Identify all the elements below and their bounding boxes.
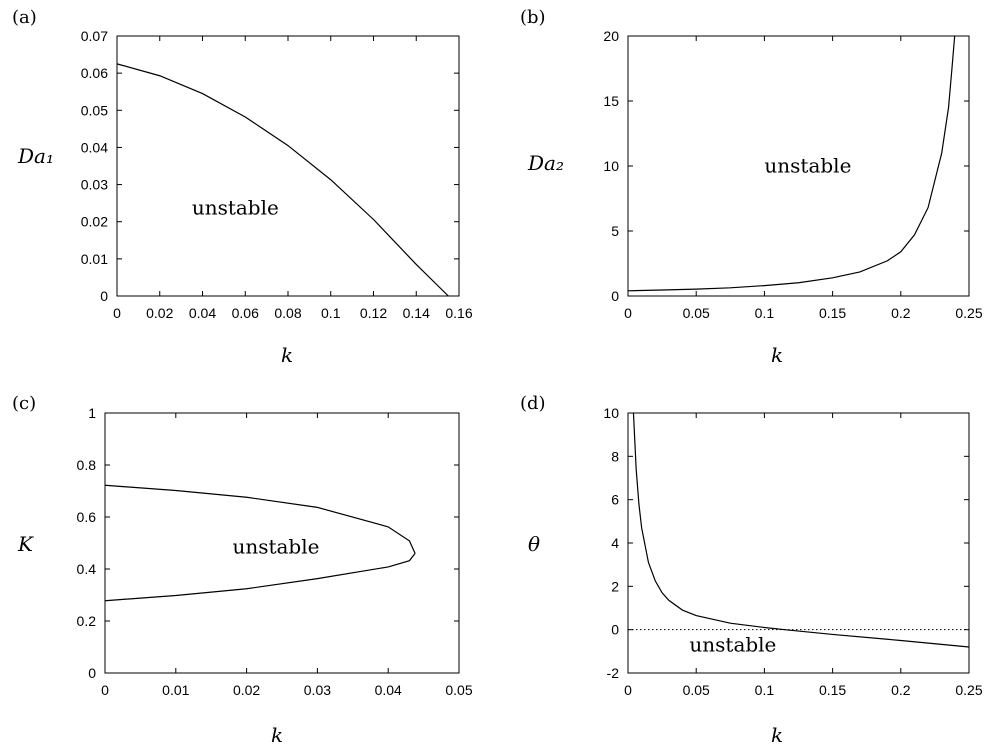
y-tick-label: 8 bbox=[611, 448, 619, 464]
x-tick-label: 0 bbox=[113, 305, 121, 321]
y-tick-label: 0.2 bbox=[77, 613, 97, 629]
x-tick-label: 0.1 bbox=[755, 305, 775, 321]
x-tick-label: 0.04 bbox=[375, 682, 402, 698]
x-tick-label: 0.25 bbox=[955, 305, 982, 321]
y-tick-label: 0 bbox=[611, 288, 619, 304]
y-axis-label: K bbox=[17, 532, 34, 556]
y-tick-label: 0.03 bbox=[81, 177, 108, 193]
y-tick-label: -2 bbox=[607, 665, 620, 681]
series-line bbox=[104, 553, 416, 602]
x-axis-label: k bbox=[281, 343, 293, 367]
y-tick-label: 10 bbox=[603, 158, 619, 174]
y-tick-label: 4 bbox=[611, 535, 619, 551]
x-tick-label: 0.05 bbox=[445, 682, 472, 698]
y-tick-label: 5 bbox=[611, 223, 619, 239]
annotation-label: unstable bbox=[689, 632, 776, 656]
plot-frame bbox=[627, 412, 970, 674]
plot-frame bbox=[104, 412, 460, 674]
x-tick-label: 0.12 bbox=[360, 305, 387, 321]
y-tick-label: 0.6 bbox=[77, 509, 97, 525]
panel-c: 0 0.01 0.02 0.03 0.04 0.05 0 0.2 0.4 0.6 0.8 1 unsta… bbox=[12, 393, 473, 747]
series-line bbox=[104, 484, 416, 554]
y-tick-label: 1 bbox=[88, 405, 96, 421]
series-line bbox=[627, 35, 956, 292]
y-tick-label: 10 bbox=[603, 405, 619, 421]
panel-d: 0 0.05 0.1 0.15 0.2 0.25-20246810unstable(d)θ… bbox=[520, 393, 983, 747]
y-tick-label: 0.8 bbox=[77, 457, 97, 473]
series-line bbox=[116, 63, 449, 297]
x-tick-label: 0.15 bbox=[819, 682, 846, 698]
x-tick-label: 0 bbox=[101, 682, 109, 698]
x-tick-label: 0.06 bbox=[232, 305, 259, 321]
panel-letter: (c) bbox=[12, 393, 36, 414]
y-tick-label: 0 bbox=[611, 622, 619, 638]
x-tick-label: 0.1 bbox=[321, 305, 341, 321]
plot-frame bbox=[116, 35, 460, 297]
x-axis-label: k bbox=[771, 343, 783, 367]
y-tick-label: 0.02 bbox=[81, 214, 108, 230]
x-tick-label: 0.05 bbox=[683, 305, 710, 321]
x-tick-label: 0.01 bbox=[162, 682, 189, 698]
x-tick-label: 0 bbox=[624, 682, 632, 698]
x-tick-label: 0.05 bbox=[683, 682, 710, 698]
x-tick-label: 0.2 bbox=[891, 682, 911, 698]
x-tick-label: 0.03 bbox=[304, 682, 331, 698]
x-axis-label: k bbox=[771, 723, 783, 747]
panel-b: 0 0.05 0.1 0.15 0.2 0.25 0 5 10 15 20 unstable (b) Da… bbox=[520, 7, 983, 367]
y-tick-label: 0.07 bbox=[81, 28, 108, 44]
y-tick-label: 0 bbox=[88, 665, 96, 681]
y-tick-label: 0 bbox=[100, 288, 108, 304]
y-axis-label: Da₂ bbox=[527, 151, 564, 175]
x-tick-label: 0.16 bbox=[445, 305, 472, 321]
y-tick-label: 0.4 bbox=[77, 561, 97, 577]
x-tick-label: 0.08 bbox=[274, 305, 301, 321]
x-tick-label: 0.02 bbox=[146, 305, 173, 321]
y-tick-label: 0.01 bbox=[81, 251, 108, 267]
x-axis-label: k bbox=[271, 723, 283, 747]
y-tick-label: 6 bbox=[611, 492, 619, 508]
y-tick-label: 2 bbox=[611, 578, 619, 594]
x-tick-label: 0 bbox=[624, 305, 632, 321]
panel-a: 0 0.02 0.04 0.06 0.08 0.1 0.12 0.14 0.16 0 0.01 0.0… bbox=[12, 7, 473, 367]
annotation-label: unstable bbox=[232, 534, 319, 558]
x-tick-label: 0.1 bbox=[755, 682, 775, 698]
panel-letter: (a) bbox=[12, 7, 37, 28]
y-tick-label: 0.06 bbox=[81, 65, 108, 81]
panel-letter: (d) bbox=[520, 393, 546, 414]
panel-letter: (b) bbox=[520, 7, 546, 28]
x-tick-label: 0.15 bbox=[819, 305, 846, 321]
x-tick-label: 0.2 bbox=[891, 305, 911, 321]
series-line bbox=[632, 412, 970, 648]
x-tick-label: 0.25 bbox=[955, 682, 982, 698]
annotation-label: unstable bbox=[192, 195, 279, 219]
y-axis-label: Da₁ bbox=[17, 144, 54, 168]
y-tick-label: 0.04 bbox=[81, 139, 108, 155]
annotation-label: unstable bbox=[764, 154, 851, 178]
x-tick-label: 0.02 bbox=[233, 682, 260, 698]
y-tick-label: 0.05 bbox=[81, 102, 108, 118]
y-axis-label: θ bbox=[528, 532, 540, 556]
x-tick-label: 0.04 bbox=[189, 305, 216, 321]
x-tick-label: 0.14 bbox=[403, 305, 430, 321]
y-tick-label: 20 bbox=[603, 28, 619, 44]
y-tick-label: 15 bbox=[603, 93, 619, 109]
